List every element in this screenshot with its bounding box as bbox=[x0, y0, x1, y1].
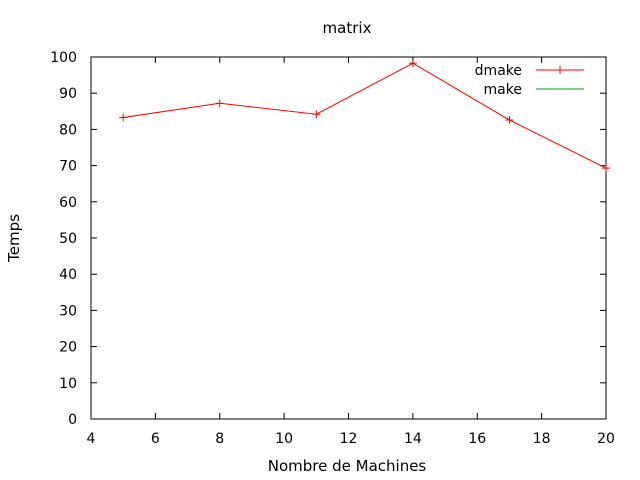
chart-title: matrix bbox=[323, 19, 372, 37]
data-point-dmake bbox=[119, 113, 128, 122]
series-layer bbox=[119, 59, 610, 173]
data-point-dmake bbox=[215, 99, 224, 108]
x-axis-label: Nombre de Machines bbox=[268, 457, 427, 475]
x-tick-label: 16 bbox=[468, 431, 486, 447]
x-tick-label: 6 bbox=[151, 431, 160, 447]
y-tick-label: 90 bbox=[59, 86, 77, 102]
series-line-dmake bbox=[123, 62, 607, 169]
data-point-dmake bbox=[312, 110, 321, 119]
y-axis-label: Temps bbox=[5, 214, 23, 263]
x-tick-label: 8 bbox=[215, 431, 224, 447]
y-tick-label: 50 bbox=[59, 231, 77, 247]
y-tick-label: 10 bbox=[59, 376, 77, 392]
axes-ticks: 4 6 8 10 12 14 16 18 20 0 10 20 30 40 50 60 70 80 90 100 bbox=[50, 50, 615, 447]
x-tick-label: 20 bbox=[597, 431, 615, 447]
data-point-dmake bbox=[602, 164, 610, 173]
y-tick-label: 70 bbox=[59, 159, 77, 175]
y-tick-label: 80 bbox=[59, 122, 77, 138]
x-tick-label: 18 bbox=[533, 431, 551, 447]
x-tick-label: 12 bbox=[340, 431, 358, 447]
y-tick-label: 100 bbox=[50, 50, 77, 66]
y-tick-label: 20 bbox=[59, 340, 77, 356]
y-tick-label: 60 bbox=[59, 195, 77, 211]
x-tick-label: 10 bbox=[275, 431, 293, 447]
legend-marker-dmake bbox=[556, 66, 564, 74]
data-point-dmake bbox=[408, 59, 417, 68]
y-tick-label: 30 bbox=[59, 303, 77, 319]
legend-label-dmake: dmake bbox=[475, 63, 522, 79]
data-point-dmake bbox=[505, 115, 514, 124]
y-tick-label: 40 bbox=[59, 267, 77, 283]
legend-label-make: make bbox=[484, 82, 522, 98]
x-tick-label: 14 bbox=[404, 431, 422, 447]
y-tick-label: 0 bbox=[68, 412, 77, 428]
x-tick-label: 4 bbox=[87, 431, 96, 447]
legend: dmake make bbox=[475, 63, 584, 98]
